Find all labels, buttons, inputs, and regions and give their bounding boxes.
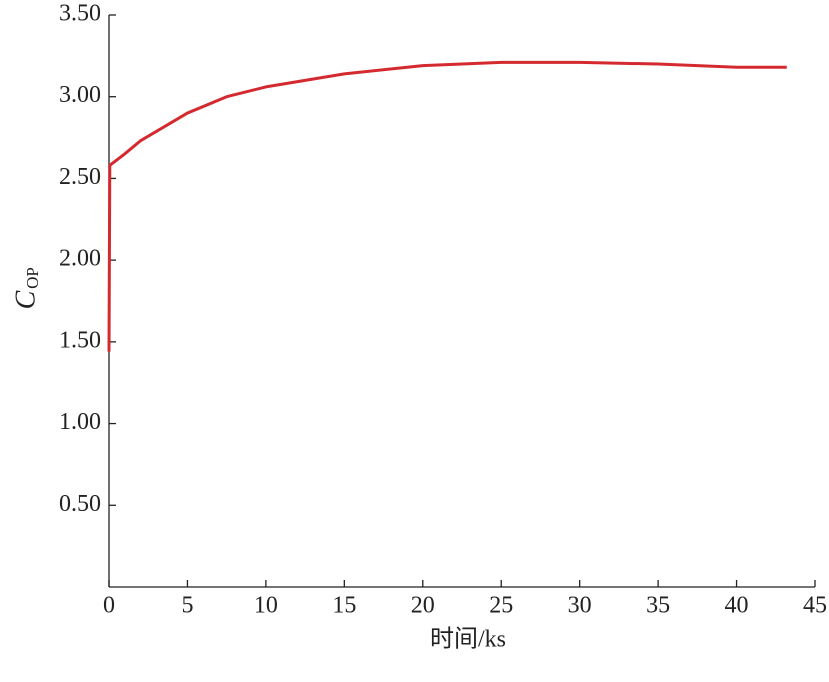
y-tick-label: 3.50 <box>59 1 101 27</box>
x-tick-label: 35 <box>646 593 670 619</box>
x-tick-label: 20 <box>411 593 435 619</box>
y-tick-label: 3.00 <box>59 82 101 108</box>
x-tick-label: 5 <box>181 593 193 619</box>
x-tick-label: 40 <box>725 593 749 619</box>
x-axis-label: 时间/ks <box>430 626 506 653</box>
x-tick-label: 0 <box>103 593 115 619</box>
y-tick-label: 2.50 <box>59 164 101 190</box>
y-tick-label: 0.50 <box>59 491 101 517</box>
x-tick-label: 25 <box>489 593 513 619</box>
x-tick-label: 10 <box>254 593 278 619</box>
y-tick-label: 1.50 <box>59 327 101 353</box>
y-axis-label-sub: OP <box>23 267 42 289</box>
y-axis-label: C OP <box>10 267 41 309</box>
y-axis-label-main: C <box>10 290 41 309</box>
data-line <box>107 60 787 352</box>
x-tick-label: 30 <box>568 593 592 619</box>
x-tick-label: 15 <box>332 593 356 619</box>
y-tick-label: 2.00 <box>59 246 101 272</box>
y-tick-label: 1.00 <box>59 409 101 435</box>
x-tick-label: 45 <box>803 593 827 619</box>
